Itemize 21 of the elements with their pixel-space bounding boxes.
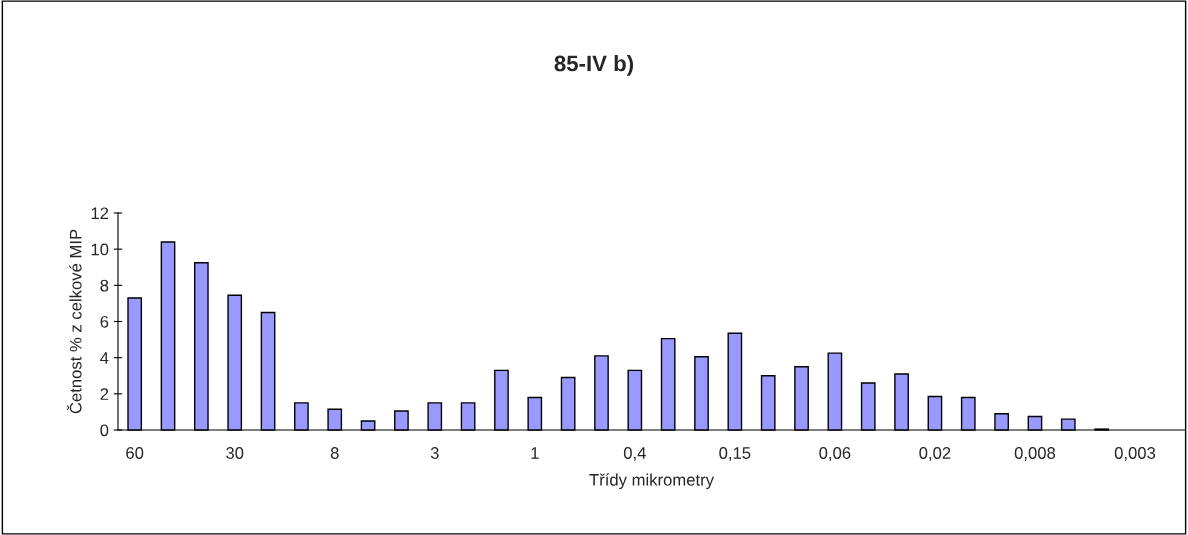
y-tick-label: 0 (100, 424, 109, 437)
x-tick-label: 8 (330, 447, 339, 459)
x-tick-label: 30 (226, 447, 244, 459)
x-tick-label: 3 (430, 447, 439, 459)
y-tick-label: 4 (100, 352, 109, 364)
y-tick-label: 10 (91, 243, 109, 256)
y-tick-label: 6 (100, 315, 109, 328)
x-tick-label: 0,4 (623, 447, 646, 461)
x-tick-label: 0,15 (719, 447, 751, 461)
y-tick-label: 2 (100, 388, 109, 400)
x-tick-label: 0,003 (1114, 447, 1156, 461)
chart-title: 85-IV b) (554, 55, 634, 76)
y-axis-title: Četnost % z celkové MIP (66, 229, 82, 414)
x-tick-label: 0,02 (919, 447, 951, 461)
x-tick-label: 1 (531, 447, 539, 459)
x-tick-label: 60 (126, 447, 144, 459)
x-tick-label: 0,06 (819, 447, 851, 461)
x-axis-title: Třídy mikrometry (589, 473, 714, 490)
x-tick-label: 0,008 (1014, 447, 1056, 461)
y-tick-label: 8 (100, 279, 109, 292)
y-tick-label: 12 (91, 207, 109, 220)
